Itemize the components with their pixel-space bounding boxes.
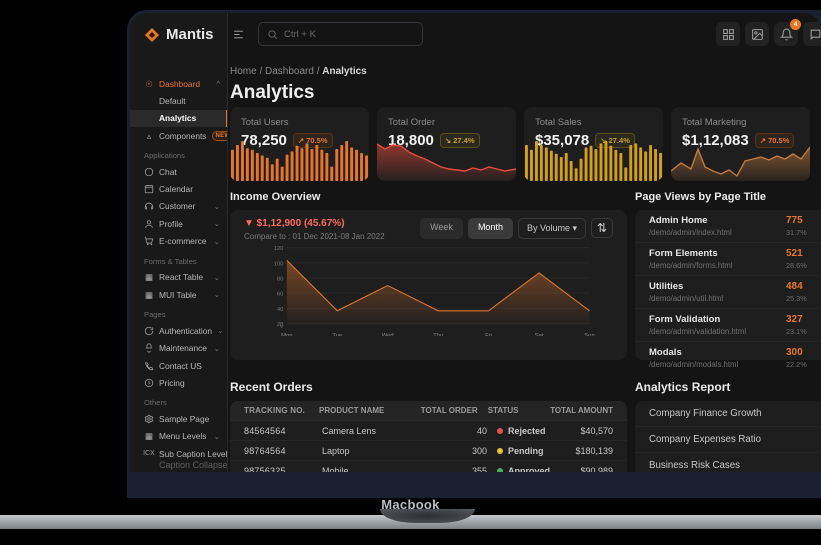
svg-text:120: 120: [274, 246, 285, 252]
svg-text:Wed: Wed: [382, 333, 394, 336]
svg-text:Fri: Fri: [485, 333, 492, 336]
svg-text:100: 100: [274, 261, 285, 267]
svg-text:80: 80: [277, 277, 284, 283]
svg-text:Sat: Sat: [535, 333, 544, 336]
svg-text:Tue: Tue: [332, 333, 342, 336]
svg-text:60: 60: [277, 292, 284, 298]
svg-text:Thu: Thu: [433, 333, 443, 336]
svg-text:40: 40: [277, 307, 284, 313]
svg-text:0: 0: [280, 324, 284, 330]
svg-text:Sun: Sun: [584, 333, 594, 336]
svg-text:Mon: Mon: [281, 333, 292, 336]
